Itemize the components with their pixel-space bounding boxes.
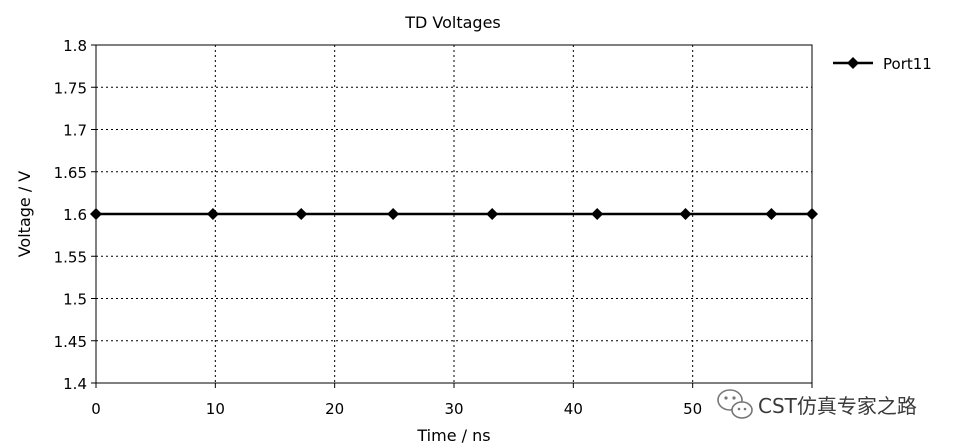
x-tick-label: 10 (206, 400, 225, 418)
data-point (206, 208, 219, 220)
data-point (806, 208, 818, 220)
watermark-text: CST仿真专家之路 (758, 394, 917, 418)
x-tick-label: 30 (444, 400, 463, 418)
data-point (486, 208, 499, 220)
x-axis-ticks: 0 10 20 30 40 50 (91, 383, 813, 418)
y-tick-label: 1.75 (54, 79, 87, 97)
data-point (90, 208, 102, 220)
x-tick-label: 0 (91, 400, 101, 418)
y-axis-label: Voltage / V (15, 171, 34, 258)
legend-marker (847, 57, 859, 69)
y-tick-label: 1.4 (63, 375, 87, 393)
x-axis-label: Time / ns (416, 426, 490, 445)
y-tick-label: 1.6 (63, 206, 87, 224)
y-tick-label: 1.45 (54, 333, 87, 351)
data-point (679, 208, 692, 220)
y-tick-label: 1.5 (63, 291, 87, 309)
data-point (295, 208, 308, 220)
x-tick-label: 40 (564, 400, 583, 418)
chart-title: TD Voltages (404, 13, 501, 32)
y-tick-label: 1.8 (63, 37, 87, 55)
wechat-icon (717, 389, 753, 419)
x-tick-label: 50 (683, 400, 702, 418)
legend: Port11 (833, 55, 932, 73)
data-point (765, 208, 778, 220)
x-tick-label: 20 (325, 400, 344, 418)
y-tick-label: 1.65 (54, 164, 87, 182)
watermark: CST仿真专家之路 (717, 389, 917, 419)
legend-label-port11: Port11 (883, 55, 932, 73)
y-tick-label: 1.7 (63, 122, 87, 140)
data-point (387, 208, 400, 220)
y-axis-ticks: 1.4 1.45 1.5 1.55 1.6 1.65 1.7 1.75 1.8 (54, 37, 96, 393)
data-point (591, 208, 604, 220)
series-layer (90, 208, 818, 220)
y-tick-label: 1.55 (54, 248, 87, 266)
